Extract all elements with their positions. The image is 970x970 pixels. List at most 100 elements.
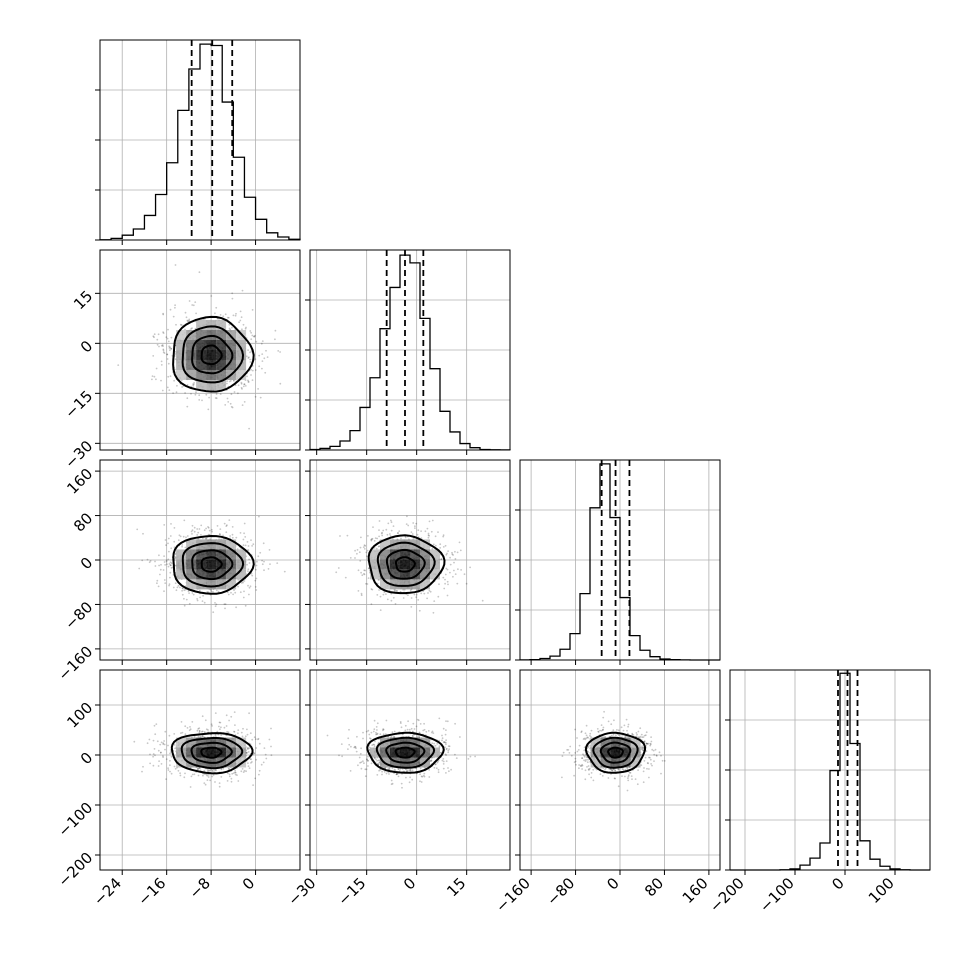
scatter-point	[393, 730, 396, 733]
density-cell	[226, 559, 237, 570]
scatter-point	[230, 777, 233, 780]
scatter-point	[260, 763, 263, 766]
scatter-point	[390, 599, 393, 602]
scatter-point	[174, 557, 177, 560]
scatter-point	[433, 742, 435, 745]
density-cell	[226, 737, 237, 748]
scatter-point	[209, 769, 212, 772]
density-cell	[400, 579, 410, 590]
scatter-point	[258, 773, 260, 776]
scatter-point	[173, 765, 176, 768]
scatter-point	[246, 747, 249, 749]
scatter-point	[448, 745, 451, 748]
scatter-point	[174, 767, 177, 770]
scatter-point	[169, 346, 172, 349]
scatter-point	[631, 778, 633, 780]
scatter-point	[185, 598, 188, 601]
scatter-point	[258, 742, 261, 745]
density-cell	[380, 559, 390, 570]
scatter-point	[409, 589, 412, 592]
scatter-point	[423, 722, 425, 725]
scatter-point	[390, 735, 393, 738]
scatter-point	[440, 558, 443, 561]
scatter-point	[381, 770, 383, 773]
scatter-point	[641, 748, 644, 751]
scatter-point	[232, 593, 235, 596]
scatter-point	[420, 781, 423, 783]
density-cell	[216, 549, 227, 560]
scatter-point	[162, 348, 165, 351]
scatter-point	[207, 729, 209, 731]
density-contour	[376, 541, 436, 587]
scatter-point	[182, 535, 185, 538]
scatter-point	[378, 529, 380, 531]
scatter-point	[378, 520, 381, 522]
scatter-point	[437, 595, 440, 598]
scatter-point	[588, 769, 590, 771]
scatter-point	[184, 733, 187, 736]
density-cell	[216, 569, 227, 580]
scatter-point	[247, 349, 250, 351]
scatter-point	[229, 402, 232, 405]
scatter-point	[156, 740, 159, 743]
scatter-point	[259, 551, 262, 554]
scatter-point	[220, 776, 223, 778]
density-cell	[236, 370, 247, 380]
scatter-point	[382, 728, 384, 730]
density-cell	[216, 380, 227, 390]
scatter-point	[388, 767, 391, 769]
density-content	[335, 515, 484, 614]
scatter-point	[644, 756, 647, 759]
density-cell	[410, 757, 420, 768]
scatter-point	[172, 586, 175, 589]
scatter-point	[442, 758, 445, 760]
scatter-point	[440, 751, 442, 754]
scatter-point	[370, 539, 373, 542]
density-cell	[410, 569, 420, 580]
scatter-point	[366, 758, 368, 761]
density-cell	[186, 559, 197, 570]
scatter-point	[173, 733, 176, 735]
scatter-point	[173, 527, 176, 529]
scatter-point	[169, 764, 171, 767]
density-content	[561, 710, 666, 792]
scatter-point	[226, 397, 229, 400]
scatter-point	[154, 565, 157, 567]
scatter-point	[183, 589, 186, 592]
scatter-point	[249, 358, 252, 361]
scatter-point	[191, 773, 194, 776]
scatter-point	[230, 591, 232, 594]
scatter-point	[434, 763, 437, 765]
scatter-point	[359, 761, 361, 764]
scatter-point	[235, 536, 238, 539]
scatter-point	[424, 530, 427, 533]
density-cell	[400, 569, 410, 580]
scatter-point	[220, 768, 223, 771]
scatter-point	[254, 358, 257, 361]
scatter-point	[175, 391, 178, 394]
scatter-point	[166, 386, 169, 389]
scatter-point	[195, 312, 198, 315]
scatter-point	[420, 775, 423, 778]
density-cell	[226, 340, 237, 350]
density-cell	[176, 360, 187, 370]
panel-frame	[729, 669, 931, 871]
scatter-point	[185, 536, 187, 539]
scatter-point	[117, 364, 120, 366]
scatter-point	[447, 745, 450, 747]
scatter-point	[447, 767, 449, 769]
scatter-point	[223, 603, 226, 606]
scatter-point	[469, 566, 471, 569]
scatter-point	[388, 773, 390, 775]
density-cell	[236, 737, 247, 748]
scatter-point	[247, 381, 250, 383]
density-contour	[170, 732, 254, 775]
scatter-point	[367, 729, 370, 732]
scatter-point	[247, 379, 249, 382]
scatter-point	[177, 769, 180, 772]
scatter-point	[162, 743, 165, 746]
scatter-point	[244, 604, 247, 607]
histogram-panel-3	[725, 669, 931, 871]
scatter-point	[169, 561, 172, 564]
scatter-point	[260, 342, 263, 345]
